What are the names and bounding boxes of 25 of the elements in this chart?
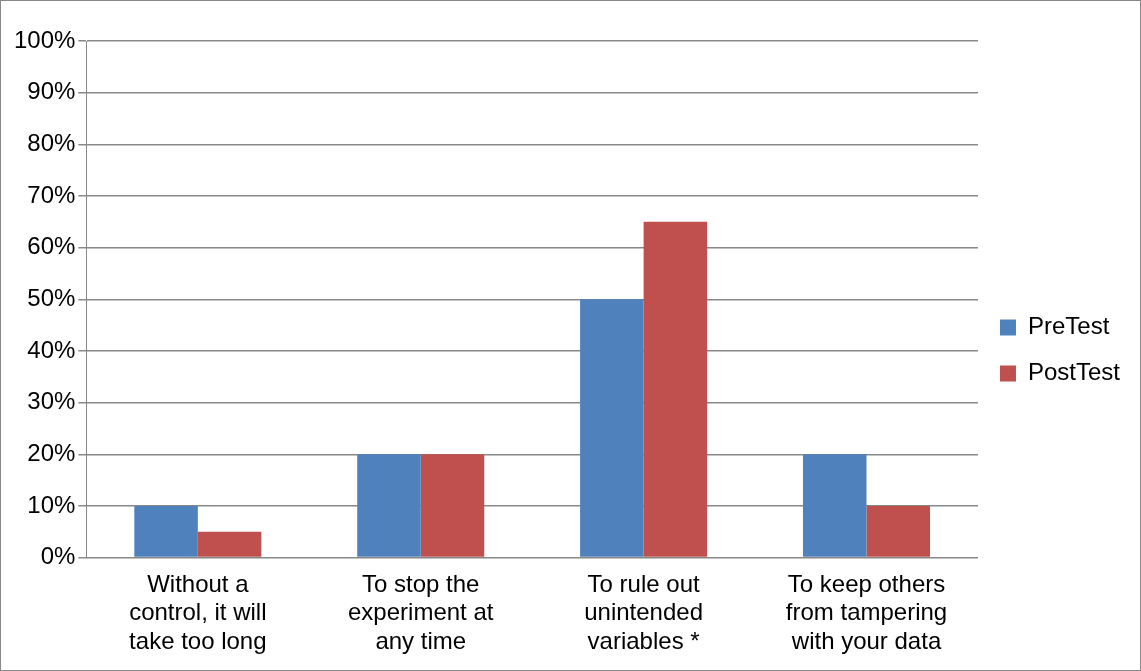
y-tick-label: 70% [27,180,76,208]
x-tick-label: To keep others from tampering with your data [785,569,948,655]
x-tick-label: Without a control, it will take too long [129,569,267,655]
y-tick-label: 40% [27,335,76,363]
y-tick-label: 90% [27,77,76,105]
bar [866,505,931,557]
y-tick-label: 20% [27,438,76,466]
bar [420,454,485,557]
y-tick-label: 80% [27,128,76,156]
y-tick-label: 0% [40,542,76,570]
x-tick-label: To stop the experiment at any time [348,569,494,655]
x-tick-label: To rule out unintended variables * [584,569,704,655]
y-tick-label: 50% [27,283,76,311]
y-tick-label: 100% [13,25,76,53]
legend-label: PreTest [1027,312,1110,340]
bar [357,454,421,557]
bar [580,299,644,557]
bar [802,454,867,557]
y-tick-label: 30% [27,387,76,415]
bar [134,505,198,557]
bar [197,531,262,557]
bar [643,221,708,557]
y-tick-label: 10% [27,490,76,518]
legend-label: PostTest [1027,358,1121,386]
y-tick-label: 60% [27,232,76,260]
